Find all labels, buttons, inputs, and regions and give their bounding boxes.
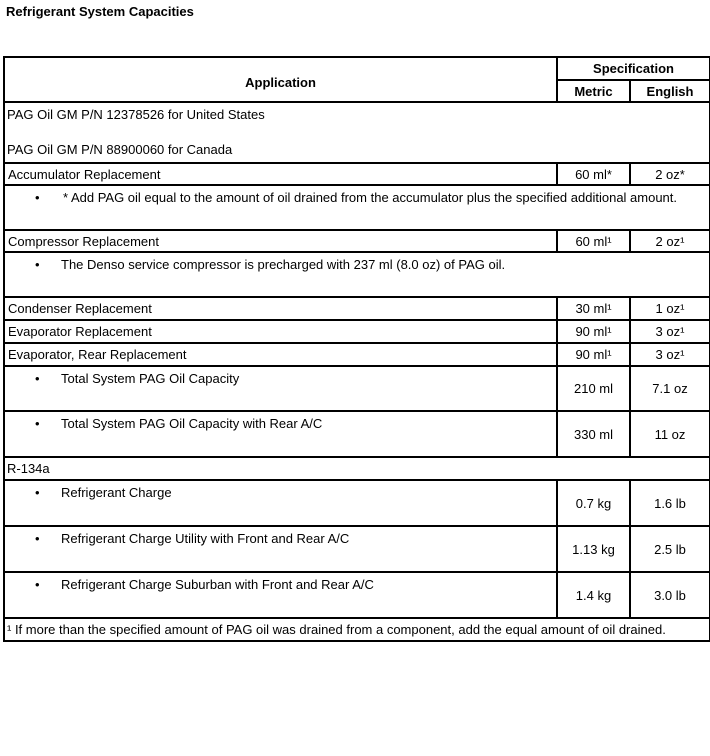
refrigerant-row: R-134a — [2, 456, 710, 481]
table-row: Refrigerant Charge Utility with Front an… — [3, 525, 710, 573]
note-row: * Add PAG oil equal to the amount of oil… — [2, 184, 710, 231]
row-label: Total System PAG Oil Capacity with Rear … — [61, 416, 323, 431]
english-header: English — [628, 79, 710, 103]
specification-header: Specification — [555, 56, 710, 81]
capacities-table: Application Specification Metric English… — [2, 56, 710, 642]
note-text: * Add PAG oil equal to the amount of oil… — [63, 190, 678, 205]
metric-value: 60 ml* — [556, 162, 631, 186]
row-label: Evaporator Replacement — [3, 319, 558, 344]
english-value: 11 oz — [628, 410, 710, 458]
english-value: 7.1 oz — [628, 365, 710, 412]
footnote-row: ¹ If more than the specified amount of P… — [2, 617, 710, 642]
pag-oil-row: PAG Oil GM P/N 12378526 for United State… — [2, 101, 710, 164]
table-row: Evaporator Replacement 90 ml¹ 3 oz¹ — [3, 319, 710, 344]
table-row: Refrigerant Charge 0.7 kg 1.6 lb — [3, 479, 710, 527]
note-text: The Denso service compressor is precharg… — [61, 257, 506, 272]
table-row: Evaporator, Rear Replacement 90 ml¹ 3 oz… — [3, 342, 710, 367]
table-row: Compressor Replacement 60 ml¹ 2 oz¹ — [3, 229, 710, 253]
table-row: Total System PAG Oil Capacity 210 ml 7.1… — [3, 365, 710, 412]
english-value: 3 oz¹ — [628, 319, 710, 344]
metric-value: 0.7 kg — [556, 479, 631, 527]
table-row: Condenser Replacement 30 ml¹ 1 oz¹ — [3, 296, 710, 321]
english-value: 2 oz¹ — [628, 229, 710, 253]
row-label: Total System PAG Oil Capacity — [61, 371, 240, 386]
metric-value: 1.4 kg — [556, 571, 631, 619]
refrigerant-type: R-134a — [2, 456, 710, 481]
english-value: 3 oz¹ — [628, 342, 710, 367]
metric-value: 1.13 kg — [556, 525, 631, 573]
metric-header: Metric — [556, 79, 631, 103]
footnote: ¹ If more than the specified amount of P… — [2, 617, 710, 642]
application-header: Application — [3, 56, 558, 103]
row-label: Compressor Replacement — [3, 229, 558, 253]
pag-us: PAG Oil GM P/N 12378526 for United State… — [7, 107, 265, 122]
table-row: Total System PAG Oil Capacity with Rear … — [3, 410, 710, 458]
row-label: Accumulator Replacement — [3, 162, 558, 186]
header-row: Application Specification — [3, 56, 710, 103]
row-label: Condenser Replacement — [3, 296, 558, 321]
row-label: Refrigerant Charge Utility with Front an… — [61, 531, 350, 546]
table-row: Refrigerant Charge Suburban with Front a… — [3, 571, 710, 619]
metric-value: 90 ml¹ — [556, 319, 631, 344]
row-label: Refrigerant Charge — [61, 485, 172, 500]
pag-canada: PAG Oil GM P/N 88900060 for Canada — [7, 142, 233, 157]
metric-value: 60 ml¹ — [556, 229, 631, 253]
english-value: 3.0 lb — [628, 571, 710, 619]
metric-value: 30 ml¹ — [556, 296, 631, 321]
row-label: Evaporator, Rear Replacement — [3, 342, 558, 367]
note-row: The Denso service compressor is precharg… — [2, 251, 710, 298]
english-value: 1 oz¹ — [628, 296, 710, 321]
metric-value: 330 ml — [556, 410, 631, 458]
metric-value: 210 ml — [556, 365, 631, 412]
row-label: Refrigerant Charge Suburban with Front a… — [61, 577, 374, 592]
english-value: 2 oz* — [628, 162, 710, 186]
metric-value: 90 ml¹ — [556, 342, 631, 367]
page-title: Refrigerant System Capacities — [6, 4, 194, 19]
english-value: 1.6 lb — [628, 479, 710, 527]
table-row: Accumulator Replacement 60 ml* 2 oz* — [3, 162, 710, 186]
english-value: 2.5 lb — [628, 525, 710, 573]
